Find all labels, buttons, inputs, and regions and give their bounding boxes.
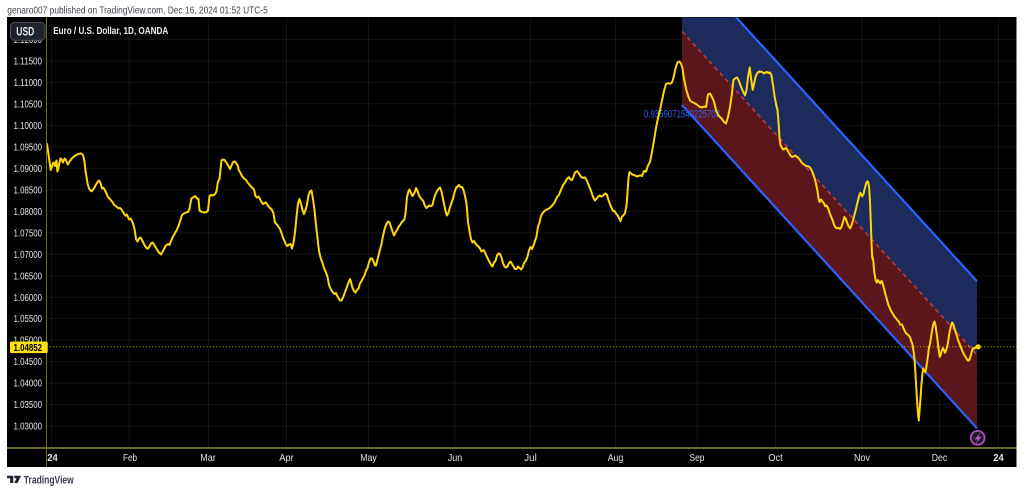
svg-text:USD: USD <box>16 26 34 38</box>
svg-text:TradingView: TradingView <box>24 474 74 486</box>
svg-text:1.08000: 1.08000 <box>14 207 43 218</box>
svg-text:1.04000: 1.04000 <box>14 379 43 390</box>
svg-text:1.10000: 1.10000 <box>14 121 43 132</box>
svg-text:1.08500: 1.08500 <box>14 185 43 196</box>
svg-text:Feb: Feb <box>123 453 137 464</box>
svg-text:1.09000: 1.09000 <box>14 164 43 175</box>
svg-text:1.11500: 1.11500 <box>14 57 43 68</box>
svg-text:Dec: Dec <box>932 453 948 464</box>
svg-text:Oct: Oct <box>768 453 783 464</box>
svg-text:Sep: Sep <box>690 453 705 464</box>
svg-text:Euro / U.S. Dollar, 1D, OANDA: Euro / U.S. Dollar, 1D, OANDA <box>53 25 168 37</box>
svg-text:1.09500: 1.09500 <box>14 143 43 154</box>
svg-text:1.03500: 1.03500 <box>14 400 43 411</box>
svg-text:0.9359071540225703: 0.9359071540225703 <box>644 109 720 121</box>
svg-text:1.10500: 1.10500 <box>14 100 43 111</box>
svg-text:genaro007 published on Trading: genaro007 published on TradingView.com, … <box>7 6 268 17</box>
svg-text:Aug: Aug <box>608 453 624 464</box>
svg-text:1.07000: 1.07000 <box>14 250 43 261</box>
svg-text:1.06500: 1.06500 <box>14 271 43 282</box>
svg-text:1.04852: 1.04852 <box>14 343 43 354</box>
svg-text:1.06000: 1.06000 <box>14 293 43 304</box>
svg-text:Jun: Jun <box>448 453 463 464</box>
svg-text:1.11000: 1.11000 <box>14 78 43 89</box>
svg-text:1.04500: 1.04500 <box>14 357 43 368</box>
svg-text:1.05500: 1.05500 <box>14 314 43 325</box>
svg-text:Apr: Apr <box>279 453 294 464</box>
svg-text:Mar: Mar <box>200 453 216 464</box>
svg-text:24: 24 <box>993 453 1004 464</box>
svg-text:24: 24 <box>47 453 58 464</box>
svg-text:1.07500: 1.07500 <box>14 228 43 239</box>
svg-text:Jul: Jul <box>524 453 537 464</box>
svg-text:1.03000: 1.03000 <box>14 422 43 433</box>
svg-text:Nov: Nov <box>854 453 870 464</box>
svg-text:May: May <box>360 453 377 464</box>
svg-text:1.05000: 1.05000 <box>14 336 43 347</box>
